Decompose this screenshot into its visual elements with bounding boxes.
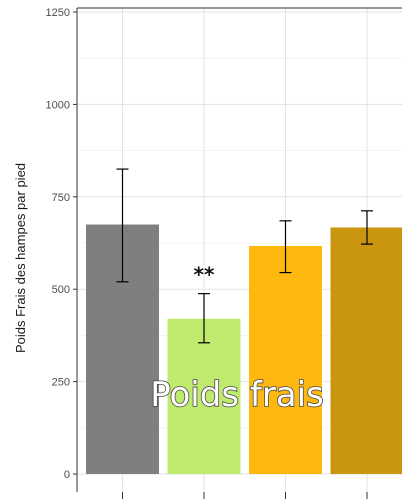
bar xyxy=(330,227,402,474)
y-axis-ticks: 0 250 500 750 1000 1250 xyxy=(46,7,77,481)
error-bars xyxy=(116,168,373,344)
y-tick-label: 250 xyxy=(52,377,70,389)
bar xyxy=(167,318,241,474)
bars xyxy=(86,224,402,474)
y-tick-label: 750 xyxy=(52,192,70,204)
significance-label: ** xyxy=(194,263,215,287)
overlay-title: Poids frais xyxy=(150,375,324,415)
y-tick-label: 1000 xyxy=(46,99,70,111)
y-axis-title: Poids Frais des hampes par pied xyxy=(13,163,28,353)
significance-labels: ** xyxy=(194,263,215,287)
y-tick-label: 500 xyxy=(52,284,70,296)
x-axis-ticks xyxy=(122,492,368,499)
bar xyxy=(249,245,322,474)
y-tick-label: 0 xyxy=(64,469,70,481)
y-tick-label: 1250 xyxy=(46,7,70,19)
